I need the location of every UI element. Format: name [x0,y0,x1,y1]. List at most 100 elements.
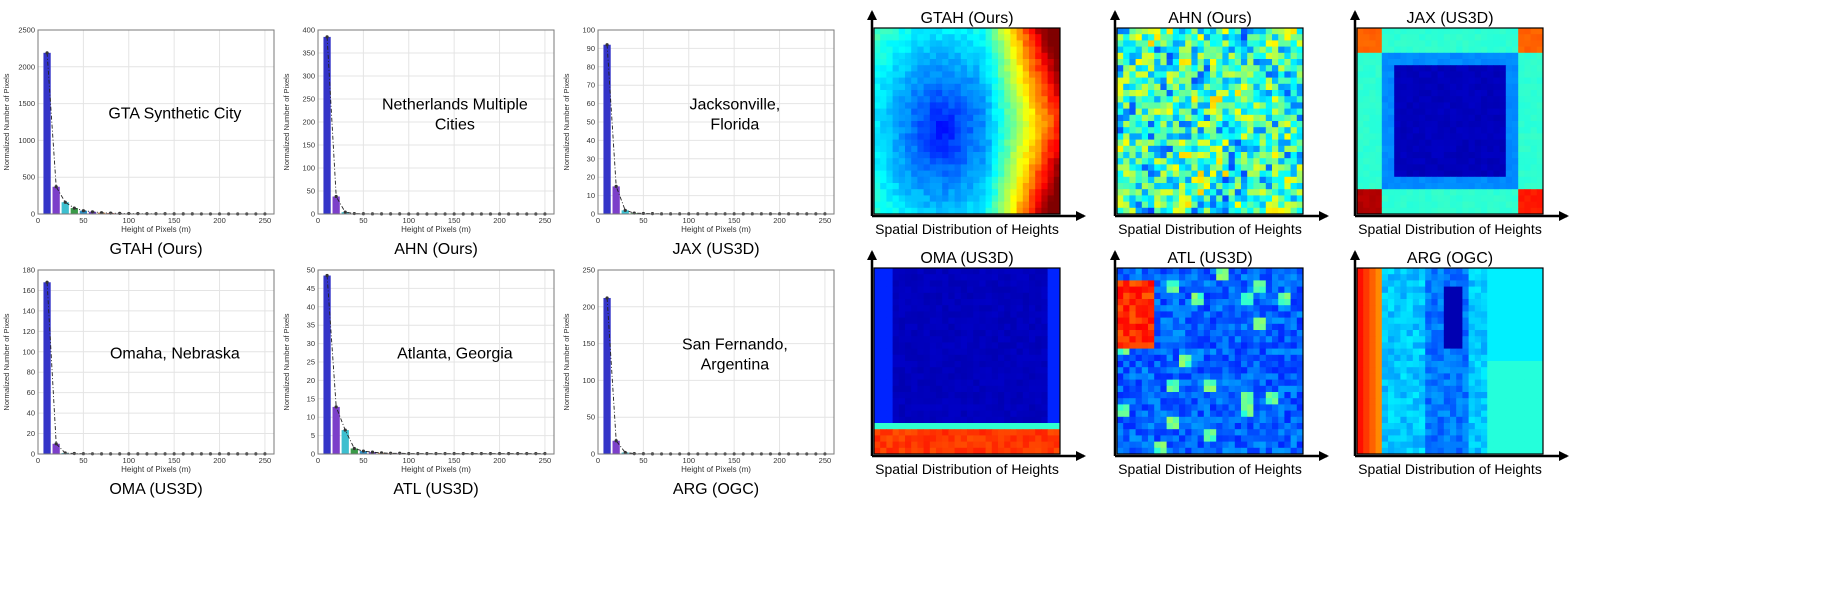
x-tick-label: 100 [123,216,136,225]
bar [323,36,331,215]
y-tick-label: 120 [22,327,35,336]
x-tick-label: 150 [448,456,461,465]
height-map-frame [1356,27,1544,215]
trend-marker [614,439,618,443]
trend-marker [623,208,627,212]
height-map-3: OMA (US3D) Spatial Distribution of Height… [867,250,1086,477]
bar [603,44,611,214]
height-map-frame [1116,267,1304,455]
x-axis-label: Height of Pixels (m) [681,225,751,234]
trend-marker [334,405,338,409]
height-map-image [1117,268,1304,455]
x-tick-label: 150 [168,456,181,465]
trend-marker [605,43,609,47]
height-map-image [1117,28,1304,215]
x-tick-label: 50 [79,216,87,225]
trend-marker [605,296,609,300]
x-tick-label: 0 [36,216,40,225]
plot-area [38,30,274,214]
y-tick-label: 50 [587,413,595,422]
chart-annotation: Argentina [701,356,770,373]
x-tick-label: 50 [639,216,647,225]
height-map-image [1357,268,1544,455]
y-tick-label: 40 [587,136,595,145]
height-map-frame [873,27,1061,215]
y-tick-label: 100 [302,164,315,173]
y-tick-label: 200 [582,302,595,311]
bar [323,275,331,454]
height-map-image [874,28,1061,215]
histogram-2: 0 50 100 150 200 2500102030405060708090100Hei… [562,26,835,258]
axes-frame [37,29,275,215]
x-tick-label: 100 [683,216,696,225]
y-tick-label: 300 [302,72,315,81]
y-tick-label: 0 [31,210,35,219]
y-tick-label: 0 [591,450,595,459]
x-tick-label: 0 [316,456,320,465]
plot-area [598,270,834,454]
axes-frame [317,29,555,215]
trend-marker [90,210,95,214]
y-tick-label: 150 [302,141,315,150]
x-axis-label: Height of Pixels (m) [401,465,471,474]
chart-annotation: Netherlands Multiple [382,96,528,113]
y-tick-label: 50 [307,187,315,196]
x-tick-label: 250 [539,456,552,465]
x-axis-label: Height of Pixels (m) [681,465,751,474]
trend-marker [334,194,338,199]
y-tick-label: 0 [311,450,315,459]
chart-caption: JAX (US3D) [672,241,759,258]
trend-marker [45,51,49,55]
y-tick-label: 60 [587,99,595,108]
histogram-0: 0 50 100 150 200 25005001000150020002500Heigh… [2,26,275,258]
height-map-frame [1356,267,1544,455]
height-map-xlabel: Spatial Distribution of Heights [1118,221,1302,237]
y-tick-label: 50 [307,266,315,275]
height-map-frame [873,267,1061,455]
y-axis-label: Normalized Number of Pixels [2,73,11,170]
x-tick-label: 200 [773,456,786,465]
x-axis-label: Height of Pixels (m) [121,465,191,474]
histogram-3: 0 50 100 150 200 250 0 20 40 60 80 100 120 140 160 180 H… [2,266,275,498]
height-map-xlabel: Spatial Distribution of Heights [1358,221,1542,237]
height-map-xlabel: Spatial Distribution of Heights [875,461,1059,477]
trend-marker [370,450,375,454]
height-map-title: AHN (Ours) [1168,10,1252,27]
trend-marker [118,211,122,216]
height-map-frame [1116,27,1304,215]
height-map-title: OMA (US3D) [920,250,1013,267]
chart-annotation: Jacksonville, [690,96,781,113]
x-tick-label: 200 [773,216,786,225]
y-tick-label: 140 [22,306,35,315]
bar [70,208,78,214]
height-map-grid: GTAH (Ours) Spatial Distribution of Heigh… [867,10,1569,477]
chart-caption: OMA (US3D) [109,481,202,498]
height-map-0: GTAH (Ours) Spatial Distribution of Heigh… [867,10,1086,237]
trend-marker [641,211,645,216]
bar [52,443,60,454]
bar [43,52,51,214]
bar [52,186,60,214]
y-tick-label: 0 [31,450,35,459]
height-map-title: GTAH (Ours) [920,10,1013,27]
x-tick-label: 0 [316,216,320,225]
height-map-title: ATL (US3D) [1167,250,1252,267]
x-tick-label: 200 [493,216,506,225]
trend-marker [343,210,347,214]
x-tick-label: 100 [683,456,696,465]
bar [603,297,611,454]
y-tick-label: 20 [27,429,35,438]
trend-marker [54,442,58,446]
y-tick-label: 200 [302,118,315,127]
trend-marker [352,446,356,451]
y-axis-label: Normalized Number of Pixels [282,313,291,410]
height-map-image [874,268,1061,455]
y-tick-label: 100 [582,26,595,35]
y-tick-label: 100 [22,347,35,356]
x-tick-label: 50 [639,456,647,465]
y-tick-label: 150 [582,339,595,348]
height-map-title: ARG (OGC) [1407,250,1493,267]
y-tick-label: 10 [307,413,315,422]
y-axis-label: Normalized Number of Pixels [562,313,571,410]
x-tick-label: 150 [728,456,741,465]
